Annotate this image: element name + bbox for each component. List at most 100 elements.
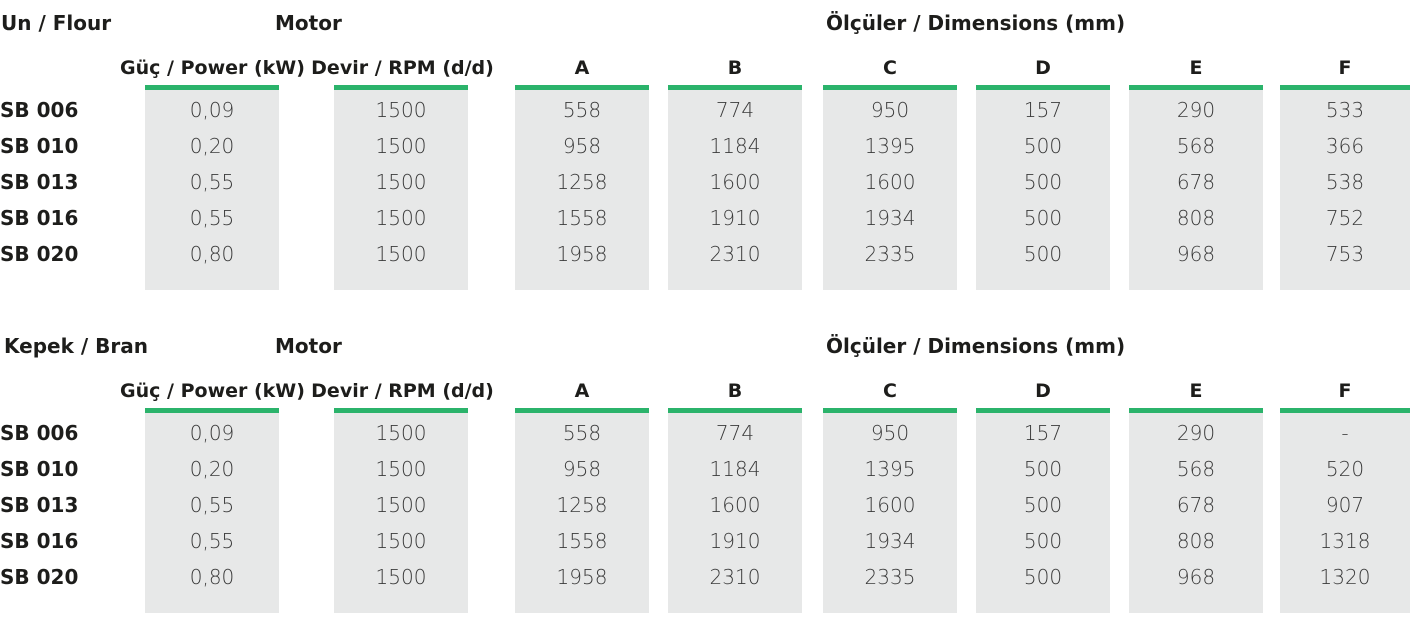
table-cell-d: 500 [1023, 206, 1063, 230]
table-cell-power: 0,09 [189, 98, 235, 122]
table-cell-c: 2335 [864, 565, 916, 589]
table-cell-b: 1910 [709, 529, 761, 553]
table-cell-f: 533 [1325, 98, 1365, 122]
column-background-c [823, 408, 957, 613]
table-cell-a: 1558 [556, 206, 608, 230]
row-label: SB 010 [0, 457, 79, 481]
column-header-d: D [1035, 57, 1051, 79]
column-accent-bar [1280, 408, 1410, 413]
column-accent-bar [1280, 85, 1410, 90]
column-header-a: A [574, 380, 590, 402]
column-header-f: F [1338, 380, 1352, 402]
table-cell-c: 1395 [864, 134, 916, 158]
column-background-rpm [334, 85, 468, 290]
table-cell-b: 1910 [709, 206, 761, 230]
column-accent-bar [668, 85, 802, 90]
column-background-rpm [334, 408, 468, 613]
column-background-e [1129, 408, 1263, 613]
table-cell-e: 568 [1176, 457, 1216, 481]
column-background-a [515, 408, 649, 613]
row-label: SB 013 [0, 493, 79, 517]
row-label: SB 020 [0, 565, 79, 589]
table-cell-d: 500 [1023, 457, 1063, 481]
column-accent-bar [334, 408, 468, 413]
table-cell-c: 1395 [864, 457, 916, 481]
section-title: Kepek / Bran [4, 334, 148, 358]
table-cell-a: 558 [562, 421, 602, 445]
table-cell-power: 0,09 [189, 421, 235, 445]
table-cell-e: 808 [1176, 529, 1216, 553]
table-cell-e: 290 [1176, 421, 1216, 445]
column-accent-bar [976, 85, 1110, 90]
table-cell-power: 0,55 [189, 529, 235, 553]
table-cell-b: 1184 [709, 134, 761, 158]
column-header-d: D [1035, 380, 1051, 402]
table-cell-c: 950 [870, 98, 910, 122]
column-background-d [976, 408, 1110, 613]
column-accent-bar [145, 85, 279, 90]
table-cell-rpm: 1500 [375, 134, 427, 158]
table-cell-f: 752 [1325, 206, 1365, 230]
table-cell-rpm: 1500 [375, 421, 427, 445]
row-label: SB 006 [0, 98, 79, 122]
flour-table: Un / Flour Motor Ölçüler / Dimensions (m… [0, 0, 1410, 300]
dimensions-label: Ölçüler / Dimensions (mm) [826, 334, 1126, 358]
column-header-e: E [1189, 57, 1203, 79]
table-cell-a: 558 [562, 98, 602, 122]
table-cell-rpm: 1500 [375, 242, 427, 266]
table-cell-a: 1558 [556, 529, 608, 553]
column-accent-bar [145, 408, 279, 413]
table-cell-power: 0,80 [189, 242, 235, 266]
table-cell-f: 907 [1325, 493, 1365, 517]
motor-label: Motor [275, 11, 342, 35]
table-cell-f: 520 [1325, 457, 1365, 481]
table-cell-f: - [1341, 421, 1349, 445]
table-cell-e: 678 [1176, 493, 1216, 517]
table-cell-b: 1184 [709, 457, 761, 481]
column-header-b: B [727, 380, 743, 402]
column-background-power [145, 85, 279, 290]
column-accent-bar [515, 408, 649, 413]
column-accent-bar [334, 85, 468, 90]
column-background-f [1280, 408, 1410, 613]
table-cell-f: 538 [1325, 170, 1365, 194]
column-accent-bar [1129, 408, 1263, 413]
table-cell-f: 1318 [1319, 529, 1371, 553]
table-cell-a: 958 [562, 134, 602, 158]
table-cell-a: 958 [562, 457, 602, 481]
table-cell-c: 1600 [864, 493, 916, 517]
table-cell-rpm: 1500 [375, 457, 427, 481]
column-header-e: E [1189, 380, 1203, 402]
table-cell-c: 1934 [864, 206, 916, 230]
bran-table: Kepek / Bran Motor Ölçüler / Dimensions … [0, 323, 1410, 623]
table-cell-d: 157 [1023, 421, 1063, 445]
table-cell-rpm: 1500 [375, 98, 427, 122]
row-label: SB 016 [0, 206, 79, 230]
table-cell-b: 2310 [709, 242, 761, 266]
column-header-power: Güç / Power (kW) [120, 57, 305, 79]
table-cell-power: 0,55 [189, 170, 235, 194]
table-cell-f: 366 [1325, 134, 1365, 158]
table-cell-e: 678 [1176, 170, 1216, 194]
table-cell-d: 500 [1023, 529, 1063, 553]
table-cell-rpm: 1500 [375, 170, 427, 194]
column-accent-bar [823, 85, 957, 90]
table-cell-e: 808 [1176, 206, 1216, 230]
table-cell-power: 0,55 [189, 206, 235, 230]
column-header-a: A [574, 57, 590, 79]
table-cell-b: 1600 [709, 170, 761, 194]
column-accent-bar [1129, 85, 1263, 90]
column-header-f: F [1338, 57, 1352, 79]
column-background-a [515, 85, 649, 290]
column-background-c [823, 85, 957, 290]
column-background-f [1280, 85, 1410, 290]
column-header-rpm: Devir / RPM (d/d) [311, 57, 494, 79]
table-cell-a: 1258 [556, 170, 608, 194]
motor-label: Motor [275, 334, 342, 358]
table-cell-c: 1934 [864, 529, 916, 553]
table-cell-b: 2310 [709, 565, 761, 589]
table-cell-rpm: 1500 [375, 529, 427, 553]
table-cell-c: 1600 [864, 170, 916, 194]
table-cell-d: 500 [1023, 170, 1063, 194]
table-cell-d: 500 [1023, 134, 1063, 158]
